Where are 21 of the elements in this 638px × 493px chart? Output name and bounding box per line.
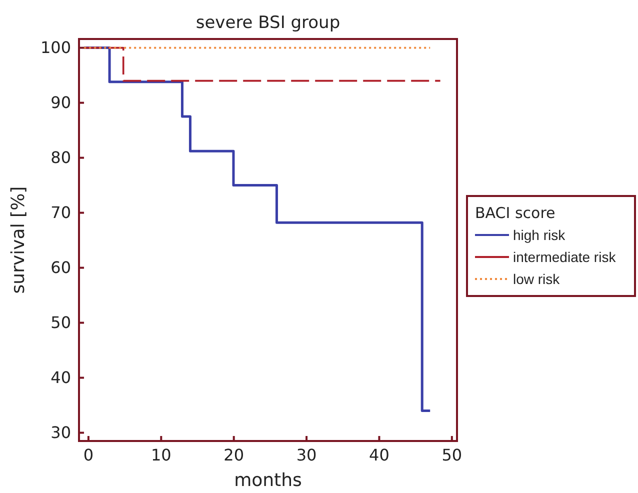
x-axis-title: months — [234, 470, 302, 491]
y-tick-label: 40 — [50, 368, 71, 387]
y-axis-title: survival [%] — [8, 186, 29, 294]
y-tick-label: 100 — [40, 38, 71, 57]
y-tick-label: 80 — [50, 148, 71, 167]
y-tick-label: 30 — [50, 422, 71, 442]
x-tick-label: 50 — [442, 445, 462, 464]
x-tick-label: 0 — [83, 445, 94, 464]
y-tick-label: 50 — [50, 312, 71, 332]
x-tick-label: 20 — [224, 445, 244, 464]
x-tick-label: 30 — [296, 445, 317, 464]
legend-title: BACI score — [475, 204, 556, 222]
chart-title: severe BSI group — [196, 13, 340, 33]
y-tick-label: 60 — [50, 258, 71, 277]
legend-label: high risk — [513, 227, 566, 243]
x-tick-label: 10 — [150, 445, 172, 464]
y-tick-label: 70 — [50, 202, 71, 222]
x-tick-label: 40 — [369, 445, 390, 464]
y-tick-label: 90 — [50, 92, 71, 112]
legend-label: intermediate risk — [513, 249, 617, 265]
legend-label: low risk — [513, 271, 561, 287]
